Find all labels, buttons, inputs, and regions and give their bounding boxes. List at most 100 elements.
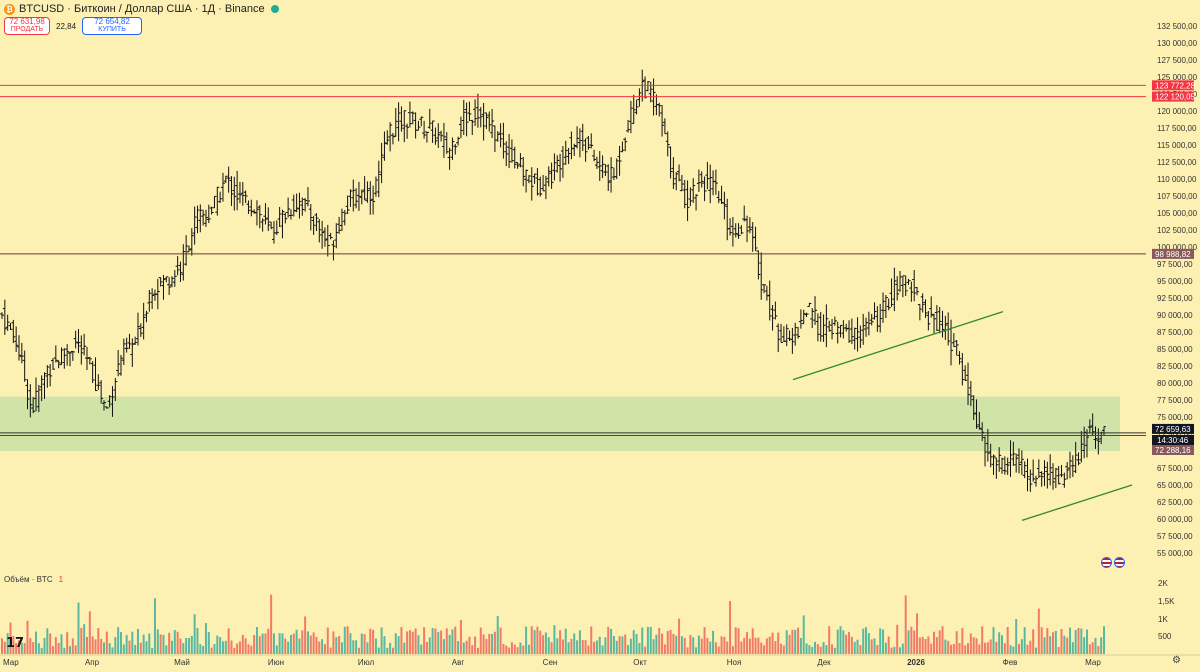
price-bar <box>305 187 310 207</box>
us-flag-icon[interactable] <box>1114 557 1125 568</box>
volume-bar <box>289 634 292 654</box>
price-bar <box>501 122 506 159</box>
volume-bar <box>1088 644 1091 654</box>
price-bar <box>484 112 489 129</box>
tradingview-logo-icon[interactable]: 17 <box>6 636 25 651</box>
volume-bar <box>1066 637 1069 654</box>
us-flag-icon[interactable] <box>1101 557 1112 568</box>
price-bar <box>127 333 132 349</box>
price-bar <box>699 171 704 188</box>
volume-bar <box>978 644 981 654</box>
volume-bar <box>403 642 406 654</box>
volume-bar <box>230 640 233 654</box>
price-tick-label: 107 500,00 <box>1157 192 1198 201</box>
price-bar <box>169 276 174 288</box>
volume-bar <box>635 634 638 654</box>
price-bar <box>405 123 410 139</box>
volume-bar <box>12 635 15 654</box>
price-bar <box>920 293 925 313</box>
price-bar <box>606 164 611 191</box>
price-bar <box>611 167 616 181</box>
price-bar <box>855 317 860 352</box>
price-bar <box>1082 426 1087 459</box>
volume-bar <box>474 636 477 654</box>
volume-bar <box>386 647 389 654</box>
trendline <box>792 310 1004 381</box>
price-bar <box>784 324 789 347</box>
volume-bar <box>100 638 103 654</box>
volume-bar <box>593 641 596 654</box>
price-bar <box>294 193 299 213</box>
gear-icon[interactable]: ⚙ <box>1172 655 1181 666</box>
volume-bar <box>187 638 190 654</box>
volume-bar <box>663 644 666 654</box>
volume-bar <box>63 647 66 654</box>
price-bar <box>121 338 126 365</box>
price-bar <box>11 319 16 344</box>
volume-bar <box>193 614 196 654</box>
price-tick-label: 75 000,00 <box>1157 413 1193 422</box>
volume-bar <box>182 643 185 654</box>
volume-bar <box>304 616 307 654</box>
price-bar <box>362 176 367 201</box>
buy-button[interactable]: 72 654,82 КУПИТЬ <box>82 17 143 35</box>
volume-bar <box>955 631 958 654</box>
volume-bar <box>743 637 746 654</box>
price-bar <box>203 209 208 227</box>
volume-bar <box>916 613 919 654</box>
volume-bar <box>349 633 352 654</box>
sell-button[interactable]: 72 631,98 ПРОДАТЬ <box>4 17 50 35</box>
volume-bar <box>94 639 97 654</box>
price-bar <box>189 228 194 256</box>
events-flags[interactable] <box>1101 557 1125 568</box>
price-bar <box>1076 452 1081 466</box>
price-level-label: 72 288,16 <box>1155 446 1191 455</box>
price-bar <box>172 270 177 287</box>
volume-bar <box>831 644 834 654</box>
price-bar <box>708 164 713 204</box>
volume-bar <box>43 637 46 654</box>
price-bar <box>28 384 33 418</box>
volume-bar <box>984 642 987 654</box>
time-tick-label: Июн <box>268 658 284 667</box>
volume-bar <box>204 623 207 654</box>
volume-bar <box>508 647 511 654</box>
volume-bar <box>780 643 783 654</box>
volume-bar <box>709 641 712 654</box>
volume-bar <box>6 633 9 654</box>
price-bar <box>195 205 200 234</box>
price-bar <box>804 312 809 318</box>
volume-bar <box>312 632 315 654</box>
volume-bar <box>233 647 236 654</box>
volume-bar <box>357 647 360 654</box>
volume-pane-title: Объём · BTC 1 <box>4 575 63 584</box>
volume-bar <box>734 627 737 654</box>
price-bar <box>682 180 687 209</box>
price-tick-label: 115 000,00 <box>1157 141 1197 150</box>
price-bar <box>541 174 546 192</box>
volume-bar <box>309 635 312 654</box>
volume-bar <box>298 638 301 654</box>
price-tick-label: 132 500,00 <box>1157 22 1198 31</box>
volume-bar <box>372 629 375 654</box>
price-bar <box>866 311 871 336</box>
price-bar <box>458 116 463 139</box>
time-tick-label: Фев <box>1003 658 1018 667</box>
volume-bar <box>88 611 91 654</box>
price-bar <box>529 167 534 201</box>
volume-bar <box>757 637 760 654</box>
price-bar <box>694 194 699 211</box>
price-bar <box>317 219 322 243</box>
price-bar <box>773 301 778 320</box>
volume-bar <box>227 628 230 654</box>
volume-bar <box>624 634 627 654</box>
price-bar <box>997 447 1002 472</box>
volume-bar <box>465 640 468 654</box>
price-bar <box>269 221 274 230</box>
price-bar <box>453 143 458 155</box>
volume-bar <box>471 645 474 654</box>
price-bar <box>368 181 373 215</box>
price-level-tag: 123 772,28 <box>1152 80 1196 91</box>
price-bar <box>36 384 41 413</box>
